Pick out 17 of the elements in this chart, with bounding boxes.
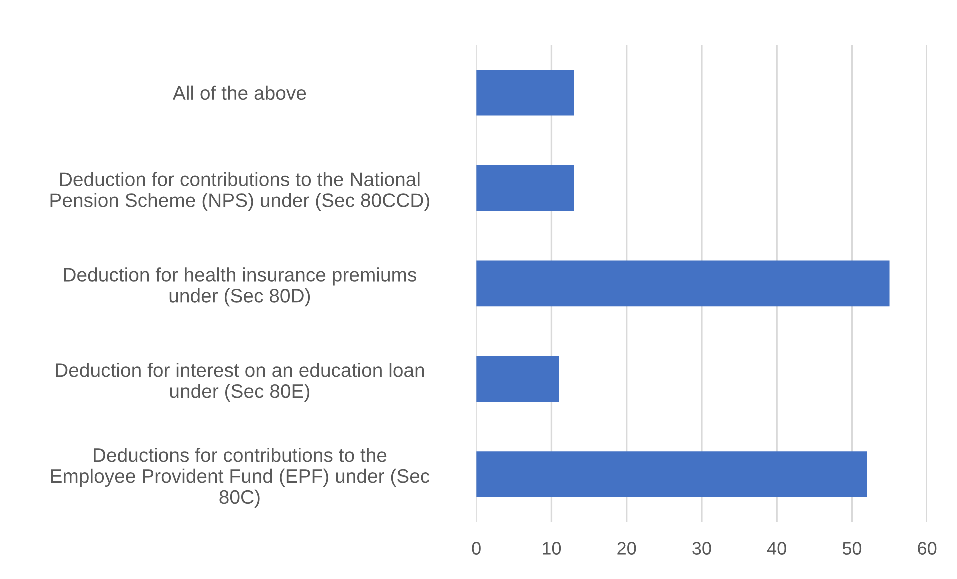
bar	[476, 452, 868, 498]
x-tick-label: 0	[472, 542, 481, 555]
x-tick-label: 30	[692, 542, 712, 555]
y-tick-label: Deduction for interest on an education loan under (Sec 80E)	[56, 363, 424, 402]
bar	[476, 356, 560, 402]
x-tick-label: 60	[918, 542, 937, 555]
bar	[476, 70, 574, 116]
bar	[476, 165, 574, 212]
x-tick-label: 50	[842, 542, 862, 555]
y-tick-label: Deduction for contributions to the National Pension Scheme (NPS) under (Sec 80CCD)	[50, 172, 430, 212]
x-tick-label: 20	[618, 542, 636, 555]
y-tick-label: Deductions for contributions to the Employee Provident Fund (EPF) under (Sec 80C)	[51, 448, 430, 508]
y-tick-label: All of the above	[172, 86, 306, 100]
x-tick-label: 10	[543, 542, 562, 555]
x-tick-label: 40	[767, 542, 786, 555]
bar	[476, 260, 890, 307]
y-tick-label: Deduction for health insurance premiums under (Sec 80D)	[64, 268, 417, 307]
